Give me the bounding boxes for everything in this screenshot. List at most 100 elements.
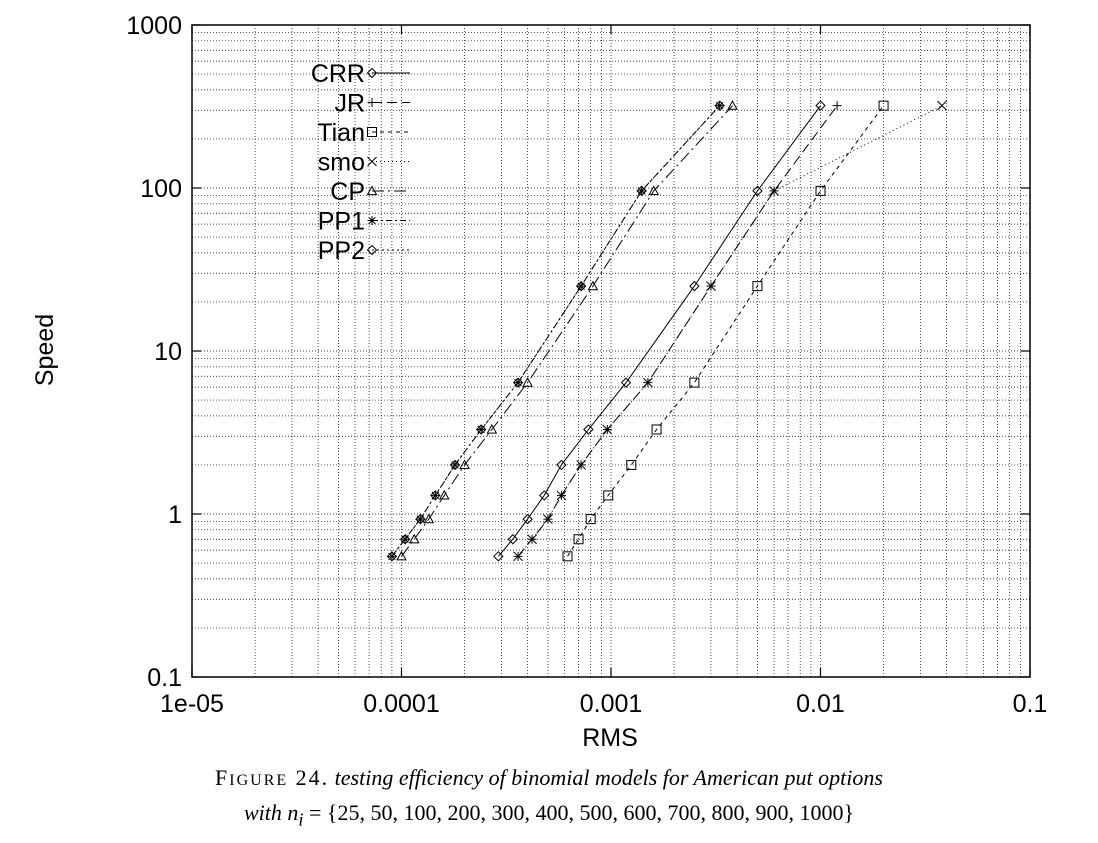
- legend-marker-crr: [366, 67, 378, 79]
- data-point: [408, 533, 420, 544]
- data-point: [512, 377, 524, 388]
- caption-text-1: testing efficiency of binomial models fo…: [334, 765, 883, 790]
- caption-set: = {25, 50, 100, 200, 300, 400, 500, 600,…: [303, 800, 855, 825]
- legend-label-tian: Tian: [317, 119, 365, 147]
- data-point: [562, 551, 573, 562]
- data-point: [423, 513, 435, 524]
- data-point: [832, 101, 842, 111]
- y-axis-label: Speed: [31, 314, 59, 386]
- data-point: [643, 377, 653, 388]
- y-tick-label: 10: [154, 338, 182, 366]
- caption-subscript: i: [298, 809, 304, 830]
- data-point: [727, 100, 738, 110]
- series-jr: [513, 101, 842, 561]
- data-point: [543, 514, 553, 524]
- y-tick-label: 1: [168, 501, 182, 529]
- data-point: [815, 100, 826, 111]
- series-smo: [513, 100, 947, 562]
- legend-label-jr: JR: [334, 90, 365, 118]
- legend-label-smo: smo: [318, 149, 365, 177]
- data-point: [769, 186, 779, 196]
- legend-marker-pp2: [366, 244, 378, 256]
- series-line-jr: [517, 105, 838, 557]
- data-point: [513, 378, 523, 388]
- data-point: [527, 534, 537, 545]
- data-point: [752, 281, 763, 292]
- series-tian: [562, 100, 889, 562]
- caption-variable: n: [287, 800, 299, 825]
- chart-svg: 1e-05 0.0001 0.001 0.01 0.1 0.1 1 10 100 1000 CRR…: [31, 12, 1047, 752]
- data-point: [438, 489, 450, 500]
- data-point: [689, 377, 700, 388]
- data-point: [522, 513, 533, 525]
- data-point: [573, 534, 584, 545]
- legend-marker-cp: [366, 185, 378, 196]
- data-point: [576, 460, 586, 470]
- caption-line-1: Figure 24. testing efficiency of binomia…: [0, 762, 1098, 797]
- data-point: [626, 459, 637, 470]
- data-point: [387, 551, 397, 561]
- legend-label-pp1: PP1: [318, 208, 365, 236]
- series-layer: [386, 100, 947, 562]
- data-point: [449, 459, 461, 471]
- series-line-crr: [498, 105, 821, 557]
- legend-marker-smo: [367, 156, 377, 167]
- data-point: [689, 280, 700, 292]
- data-point: [714, 100, 725, 111]
- data-point: [507, 534, 519, 545]
- legend-marker-tian: [367, 127, 377, 137]
- data-point: [583, 424, 594, 435]
- data-point: [575, 280, 587, 292]
- data-point: [430, 490, 440, 500]
- data-point: [430, 490, 441, 501]
- data-point: [486, 423, 498, 434]
- figure-caption: Figure 24. testing efficiency of binomia…: [0, 762, 1098, 835]
- data-point: [602, 424, 613, 435]
- series-cp: [396, 100, 738, 561]
- x-tick-label: 1e-05: [160, 690, 224, 718]
- data-point: [587, 280, 599, 291]
- data-point: [459, 459, 470, 470]
- data-point: [636, 185, 647, 197]
- data-point: [603, 490, 614, 501]
- series-pp2: [386, 100, 725, 562]
- data-point: [651, 424, 662, 435]
- data-point: [637, 186, 647, 196]
- data-point: [556, 459, 567, 471]
- series-line-cp: [401, 105, 733, 557]
- series-line-tian: [567, 105, 885, 557]
- data-point: [815, 185, 826, 196]
- data-point: [937, 100, 947, 111]
- data-point: [386, 551, 398, 562]
- data-point: [715, 101, 725, 111]
- data-point: [585, 514, 596, 525]
- series-line-smo: [517, 105, 943, 557]
- data-point: [620, 377, 632, 388]
- data-point: [878, 100, 889, 111]
- data-point: [648, 185, 660, 195]
- data-point: [475, 424, 487, 435]
- data-point: [493, 551, 504, 562]
- x-tick-label: 0.0001: [363, 690, 439, 718]
- x-tick-label: 0.01: [796, 690, 845, 718]
- series-crr: [493, 100, 826, 562]
- data-point: [706, 281, 716, 291]
- data-point: [522, 377, 533, 387]
- legend-label-crr: CRR: [311, 60, 365, 88]
- data-point: [415, 513, 426, 525]
- data-point: [513, 551, 523, 562]
- caption-line-2: with ni = {25, 50, 100, 200, 300, 400, 5…: [0, 797, 1098, 835]
- legend-label-pp2: PP2: [318, 237, 365, 265]
- legend-label-cp: CP: [330, 178, 365, 206]
- data-point: [399, 534, 411, 545]
- data-point: [396, 550, 407, 561]
- x-axis-label: RMS: [582, 724, 638, 752]
- caption-label: Figure 24.: [215, 765, 330, 790]
- caption-prefix: with: [243, 800, 288, 825]
- axis-ticks: 1e-05 0.0001 0.001 0.01 0.1 0.1 1 10 100 1000: [126, 12, 1047, 718]
- x-tick-label: 0.001: [580, 690, 643, 718]
- data-point: [539, 490, 550, 501]
- y-tick-label: 100: [140, 175, 182, 203]
- y-tick-label: 1000: [126, 12, 182, 40]
